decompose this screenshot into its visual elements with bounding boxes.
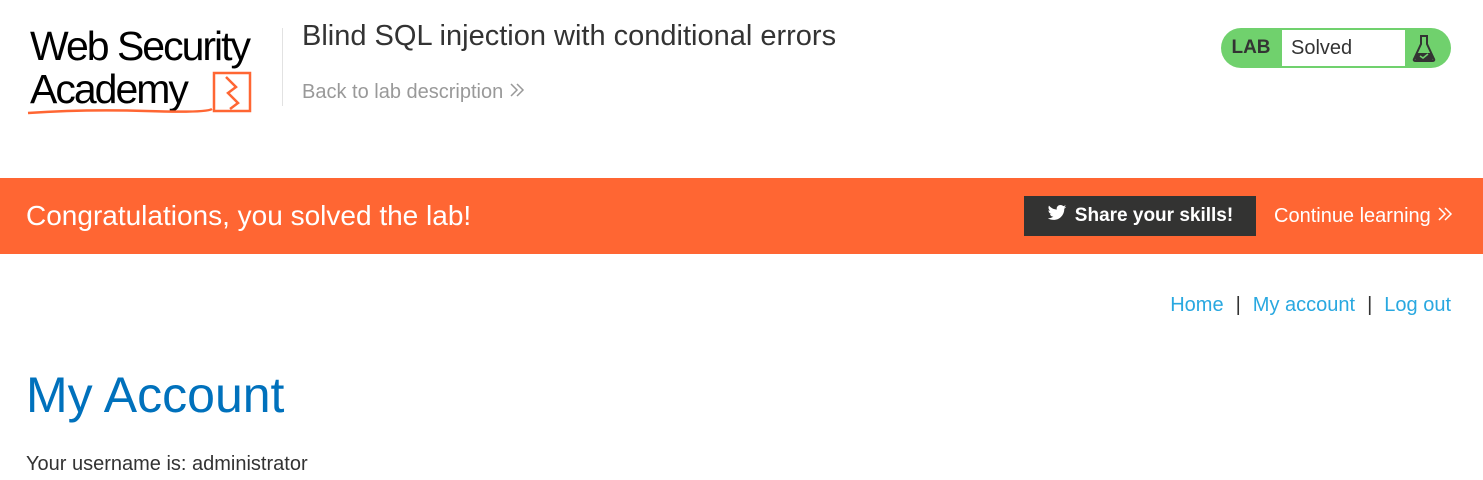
- twitter-icon: [1047, 204, 1067, 228]
- lab-label: LAB: [1231, 37, 1271, 58]
- logo-graphic: Web Security Academy: [27, 25, 254, 115]
- back-link-label: Back to lab description: [302, 81, 504, 103]
- nav-separator: |: [1367, 294, 1373, 316]
- share-button-label: Share your skills!: [1074, 205, 1234, 226]
- logo-line2: Academy: [30, 66, 189, 112]
- nav-home-link[interactable]: Home: [1170, 294, 1224, 316]
- congratulations-message: Congratulations, you solved the lab!: [26, 200, 472, 231]
- logo-line1: Web Security: [30, 25, 252, 69]
- solved-banner: Congratulations, you solved the lab! Sha…: [0, 178, 1483, 254]
- lab-status-text: Solved: [1282, 30, 1405, 66]
- double-chevron-right-icon: [509, 80, 525, 104]
- account-nav: Home | My account | Log out: [1170, 292, 1451, 318]
- share-skills-button[interactable]: Share your skills!: [1024, 196, 1256, 236]
- site-header: Web Security Academy Blind SQL injection…: [0, 0, 1483, 178]
- lab-status-widget: LAB Solved: [1221, 28, 1451, 68]
- double-chevron-right-icon: [1437, 203, 1453, 229]
- nav-separator: |: [1235, 294, 1241, 316]
- nav-log-out-link[interactable]: Log out: [1384, 294, 1451, 316]
- web-security-academy-logo[interactable]: Web Security Academy: [26, 25, 278, 117]
- nav-my-account-link[interactable]: My account: [1252, 294, 1356, 316]
- lab-title: Blind SQL injection with conditional err…: [302, 20, 837, 52]
- page-title: My Account: [26, 367, 285, 423]
- header-divider: [282, 28, 283, 106]
- back-to-lab-description-link[interactable]: Back to lab description: [302, 80, 525, 104]
- continue-learning-label: Continue learning: [1274, 205, 1431, 227]
- username-text: Your username is: administrator: [26, 453, 308, 475]
- flask-icon: [1411, 34, 1437, 62]
- continue-learning-link[interactable]: Continue learning: [1274, 203, 1453, 229]
